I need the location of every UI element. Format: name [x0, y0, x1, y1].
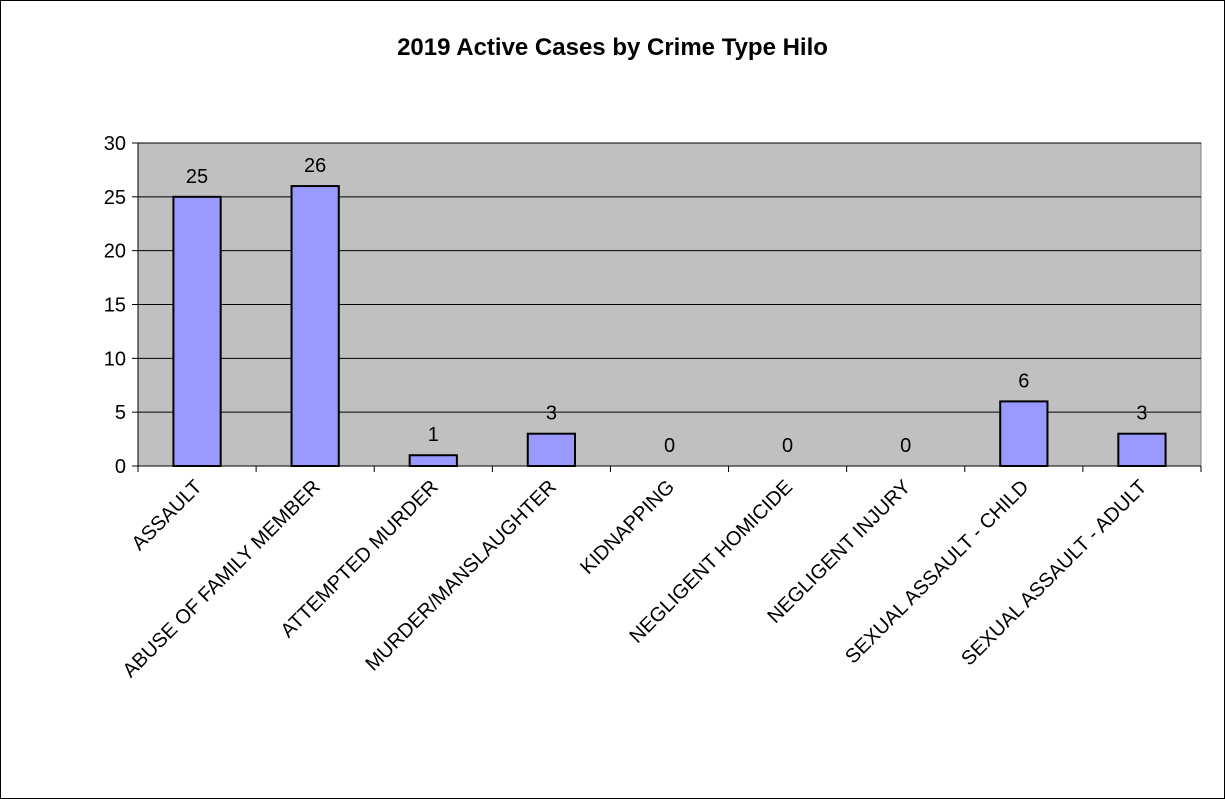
bar-7 [999, 400, 1049, 467]
y-tick-label: 25 [104, 187, 126, 209]
data-label-7: 6 [1018, 370, 1029, 392]
y-tick-label: 5 [115, 402, 126, 424]
x-tick-label-8: SEXUAL ASSAULT - ADULT [957, 476, 1151, 670]
data-label-8: 3 [1136, 403, 1147, 425]
chart-title: 2019 Active Cases by Crime Type Hilo [397, 34, 828, 61]
data-label-2: 1 [428, 424, 439, 446]
data-label-6: 0 [900, 435, 911, 457]
x-tick-label-4: KIDNAPPING [576, 476, 679, 579]
bar-3 [526, 432, 577, 468]
data-label-3: 3 [546, 403, 557, 425]
y-tick-label: 30 [104, 133, 126, 155]
y-tick-label: 10 [104, 348, 126, 370]
data-label-0: 25 [186, 166, 208, 188]
y-tick-label: 15 [104, 295, 126, 317]
bar-2 [408, 454, 458, 468]
data-label-1: 26 [304, 155, 326, 177]
data-label-4: 0 [664, 435, 675, 457]
y-tick-label: 0 [115, 456, 126, 478]
bar-0 [172, 195, 222, 467]
bars [172, 185, 1167, 468]
data-label-5: 0 [782, 435, 793, 457]
bar-1 [290, 185, 340, 467]
x-tick-label-3: MURDER/MANSLAUGHTER [361, 476, 560, 675]
x-tick-label-1: ABUSE OF FAMILY MEMBER [119, 476, 325, 682]
x-tick-label-0: ASSAULT [128, 476, 207, 555]
bar-8 [1117, 432, 1167, 468]
y-tick-labels: 0 5 10 15 20 25 30 [104, 133, 138, 478]
y-tick-label: 20 [104, 241, 126, 263]
